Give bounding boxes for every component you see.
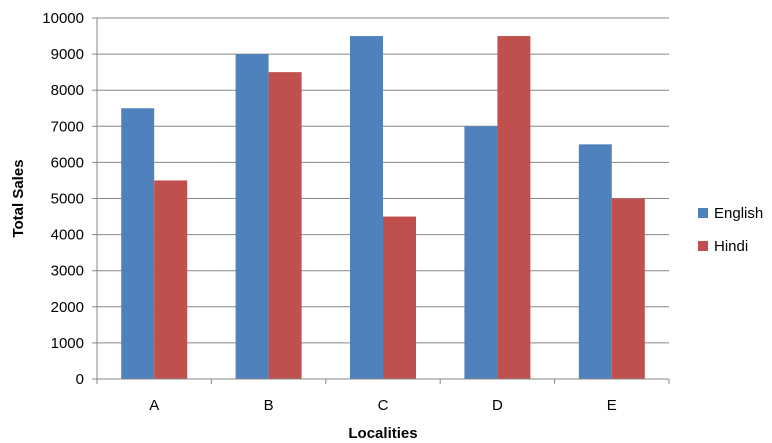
x-tick-label: B <box>264 397 274 414</box>
legend-label-hindi: Hindi <box>714 238 748 255</box>
x-tick-label: A <box>149 397 159 414</box>
y-tick-label: 8000 <box>51 82 84 99</box>
y-tick-label: 10000 <box>42 10 84 27</box>
bar-hindi-d <box>497 36 531 380</box>
y-tick-label: 1000 <box>51 335 84 352</box>
legend-label-english: English <box>714 205 763 222</box>
x-axis-title: Localities <box>348 425 417 442</box>
bar-english-e <box>578 144 612 379</box>
y-tick-label: 0 <box>76 371 84 388</box>
bars <box>121 36 645 380</box>
bar-hindi-b <box>268 72 302 380</box>
y-tick-label: 6000 <box>51 154 84 171</box>
y-tick-label: 4000 <box>51 227 84 244</box>
bar-hindi-c <box>383 216 416 379</box>
y-tick-label: 5000 <box>51 191 84 208</box>
y-tick-label: 9000 <box>51 46 84 63</box>
y-tick-label: 2000 <box>51 299 84 316</box>
bar-english-c <box>350 36 383 380</box>
axes <box>96 18 669 380</box>
bar-hindi-e <box>611 198 645 379</box>
bar-english-a <box>121 108 155 379</box>
bar-hindi-a <box>154 180 188 379</box>
y-axis-title: Total Sales <box>10 159 27 237</box>
y-tick-labels: 0 1000 2000 3000 4000 5000 6000 7000 8000 9000 100… <box>42 10 84 388</box>
x-tick-label: D <box>492 397 503 414</box>
bar-english-b <box>235 54 269 379</box>
x-tick-labels: A B C D E <box>149 397 617 414</box>
y-tick-label: 3000 <box>51 263 84 280</box>
x-tick-label: E <box>607 397 617 414</box>
x-tick-label: C <box>378 397 389 414</box>
legend-swatch-english <box>698 208 708 218</box>
legend: English Hindi <box>698 205 763 255</box>
y-tick-label: 7000 <box>51 118 84 135</box>
bar-english-d <box>464 126 498 379</box>
legend-swatch-hindi <box>698 241 708 251</box>
